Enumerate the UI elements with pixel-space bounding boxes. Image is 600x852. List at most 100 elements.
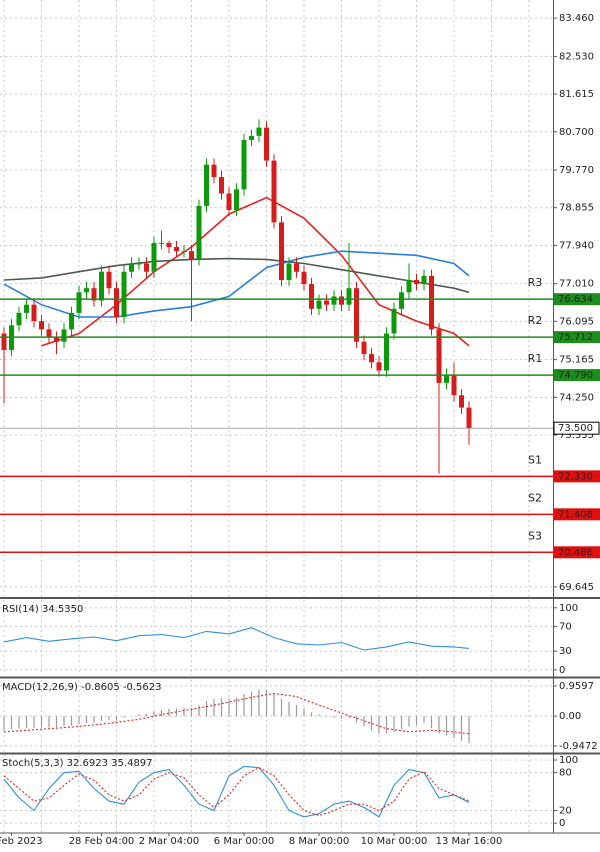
candle-body <box>376 362 382 371</box>
candle-body <box>264 127 269 161</box>
candle-body <box>151 242 157 272</box>
candle-body <box>369 354 374 363</box>
y-tick-label: 20 <box>559 806 572 817</box>
y-tick-label: 77.010 <box>559 279 594 290</box>
candle-body <box>436 329 442 383</box>
candle-body <box>39 321 44 330</box>
pivot-name: S2 <box>528 491 542 504</box>
candle-body <box>84 288 89 293</box>
candle-body <box>76 292 82 313</box>
pivot-box <box>554 331 600 344</box>
candle-body <box>316 300 322 309</box>
candle-body <box>46 329 52 338</box>
x-tick-label: 10 Mar 00:00 <box>361 836 428 847</box>
pivot-value: 76.634 <box>558 294 593 305</box>
candle-body <box>399 292 404 309</box>
candle-body <box>91 288 97 301</box>
candle-body <box>204 164 209 206</box>
candle-body <box>106 271 112 289</box>
candle-body <box>54 337 59 342</box>
candle-body <box>466 407 472 429</box>
y-tick-label: 80 <box>559 768 572 779</box>
candle-body <box>174 247 179 252</box>
y-tick-label: 82.530 <box>559 51 594 62</box>
pivot-name: S1 <box>528 453 542 466</box>
y-tick-label: 77.940 <box>559 240 594 251</box>
panel-title: RSI(14) 34.5350 <box>2 604 83 615</box>
y-tick-label: 0.00 <box>559 711 581 722</box>
last-price-box <box>553 421 600 435</box>
candle-body <box>391 308 397 334</box>
candle-body <box>166 242 172 248</box>
candle-body <box>286 263 292 280</box>
indicator-line <box>3 766 470 817</box>
candle-body <box>324 300 329 305</box>
candle-body <box>181 251 187 253</box>
y-tick-label: 100 <box>559 603 578 614</box>
y-tick-label: 0 <box>559 665 565 676</box>
pivot-name: R3 <box>528 276 543 289</box>
candle-body <box>219 177 224 194</box>
pivot-name: R2 <box>528 314 543 327</box>
y-tick-label: 83.460 <box>559 13 594 24</box>
candle-body <box>241 139 247 190</box>
moving-average <box>3 250 470 318</box>
pivot-value: 70.486 <box>558 547 593 558</box>
candle-body <box>451 374 457 396</box>
candle-body <box>99 271 104 301</box>
candle-body <box>406 279 412 293</box>
candle-body <box>271 160 277 223</box>
y-tick-label: 74.250 <box>559 392 594 403</box>
indicator-line <box>3 627 470 651</box>
candle-body <box>61 329 67 342</box>
pivot-name: R1 <box>528 352 543 365</box>
candle-body <box>361 341 367 355</box>
panel-title: MACD(12,26,9) -0.8605 -0.5623 <box>2 682 162 693</box>
candle-body <box>1 333 7 350</box>
x-tick-label: 24 Feb 2023 <box>0 836 43 847</box>
y-tick-label: 76.095 <box>559 316 594 327</box>
candle-body <box>234 189 239 210</box>
candle-body <box>279 222 284 280</box>
pivot-value: 71.408 <box>558 509 593 520</box>
pivot-box <box>554 293 600 306</box>
candle-body <box>294 263 299 272</box>
y-tick-label: 0 <box>559 818 565 829</box>
x-tick-label: 13 Mar 16:00 <box>436 836 503 847</box>
candle-body <box>129 263 134 272</box>
indicator-line <box>3 765 470 818</box>
candle-body <box>159 242 164 244</box>
candle-body <box>331 296 337 305</box>
last-price-label: 73.500 <box>558 423 593 434</box>
candle-body <box>189 251 194 260</box>
candle-body <box>309 284 314 309</box>
candle-body <box>339 296 344 305</box>
candle-body <box>414 279 419 285</box>
y-tick-label: 78.855 <box>559 203 594 214</box>
x-tick-label: 8 Mar 00:00 <box>289 836 349 847</box>
pivot-name: S3 <box>528 529 542 542</box>
candle-body <box>31 304 37 322</box>
x-tick-label: 6 Mar 00:00 <box>214 836 274 847</box>
pivot-value: 72.330 <box>558 471 593 482</box>
candle-body <box>384 333 389 371</box>
candle-body <box>226 193 232 210</box>
candle-body <box>429 275 434 330</box>
x-tick-label: 28 Feb 04:00 <box>69 836 135 847</box>
candle-body <box>459 395 464 408</box>
candle-body <box>301 271 307 285</box>
pivot-box <box>554 546 600 559</box>
panel-title: Stoch(5,3,3) 32.6923 35.4897 <box>2 758 153 769</box>
pivot-box <box>554 470 600 483</box>
y-tick-label: 81.615 <box>559 89 594 100</box>
pivot-value: 74.790 <box>558 370 593 381</box>
candle-body <box>114 288 119 318</box>
candle-body <box>144 263 149 272</box>
y-tick-label: 100 <box>559 755 578 766</box>
y-tick-label: 79.770 <box>559 165 594 176</box>
x-tick-label: 2 Mar 04:00 <box>139 836 199 847</box>
candle-body <box>196 205 202 260</box>
candle-body <box>24 304 29 313</box>
